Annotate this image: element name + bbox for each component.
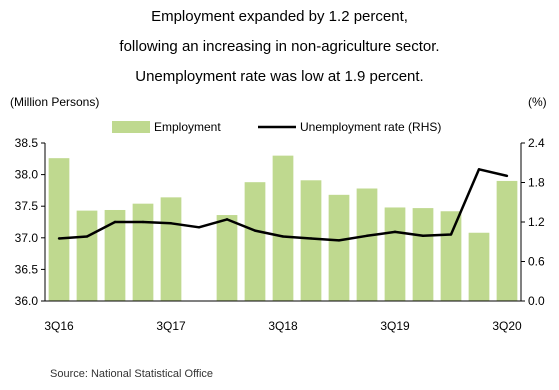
legend-unemployment-label: Unemployment rate (RHS) — [300, 120, 441, 134]
left-y-tick-label: 38.0 — [15, 168, 39, 182]
unemployment-rate-point — [365, 234, 369, 238]
unemployment-rate-point — [505, 174, 509, 178]
left-y-tick-label: 37.5 — [15, 199, 39, 213]
employment-bar — [384, 207, 406, 301]
unemployment-rate-point — [141, 220, 145, 224]
unemployment-rate-point — [113, 220, 117, 224]
employment-bar — [216, 215, 238, 301]
x-tick-label: 3Q16 — [44, 319, 74, 333]
left-y-tick-label: 36.0 — [15, 294, 39, 308]
employment-bar — [468, 232, 490, 301]
unemployment-rate-point — [309, 237, 313, 240]
x-tick-label: 3Q18 — [268, 319, 298, 333]
x-tick-label: 3Q17 — [156, 319, 186, 333]
right-y-tick-label: 1.2 — [528, 215, 545, 229]
left-y-tick-label: 38.5 — [15, 136, 39, 150]
legend-employment-swatch — [112, 121, 150, 133]
left-y-tick-label: 37.0 — [15, 231, 39, 245]
chart-title-line-2: following an increasing in non-agricultu… — [119, 38, 440, 55]
unemployment-rate-point — [253, 229, 257, 232]
employment-bar — [104, 209, 126, 301]
employment-bar — [412, 208, 434, 301]
left-y-tick-label: 36.5 — [15, 262, 39, 276]
right-axis-unit: (%) — [528, 95, 547, 109]
employment-bar — [328, 194, 350, 301]
employment-bar — [496, 180, 518, 301]
chart-title-line-1: Employment expanded by 1.2 percent, — [151, 8, 408, 25]
employment-bar — [300, 180, 322, 301]
employment-bar — [76, 210, 98, 301]
employment-bar — [48, 158, 70, 301]
right-y-tick-label: 0.0 — [528, 294, 545, 308]
x-tick-label: 3Q20 — [492, 319, 522, 333]
employment-bar — [356, 188, 378, 301]
right-y-tick-label: 0.6 — [528, 255, 545, 269]
unemployment-rate-point — [477, 168, 481, 171]
unemployment-rate-point — [449, 233, 453, 236]
unemployment-rate-point — [421, 234, 425, 238]
right-y-tick-label: 1.8 — [528, 176, 545, 190]
unemployment-rate-point — [337, 239, 341, 242]
left-axis-unit: (Million Persons) — [10, 95, 100, 109]
x-tick-label: 3Q19 — [380, 319, 410, 333]
unemployment-rate-point — [57, 237, 61, 240]
employment-bar — [160, 197, 182, 301]
employment-bar — [244, 182, 266, 301]
unemployment-rate-point — [197, 226, 201, 229]
unemployment-rate-point — [85, 235, 89, 238]
employment-bar — [440, 211, 462, 301]
unemployment-rate-point — [225, 218, 229, 221]
legend-employment-label: Employment — [154, 120, 221, 134]
source-note: Source: National Statistical Office — [50, 368, 214, 380]
unemployment-rate-point — [281, 235, 285, 238]
unemployment-rate-point — [169, 222, 173, 225]
unemployment-rate-point — [393, 230, 397, 234]
employment-bar — [132, 203, 154, 301]
right-y-tick-label: 2.4 — [528, 136, 545, 150]
employment-bar — [272, 155, 294, 301]
chart-title-line-3: Unemployment rate was low at 1.9 percent… — [135, 68, 424, 85]
